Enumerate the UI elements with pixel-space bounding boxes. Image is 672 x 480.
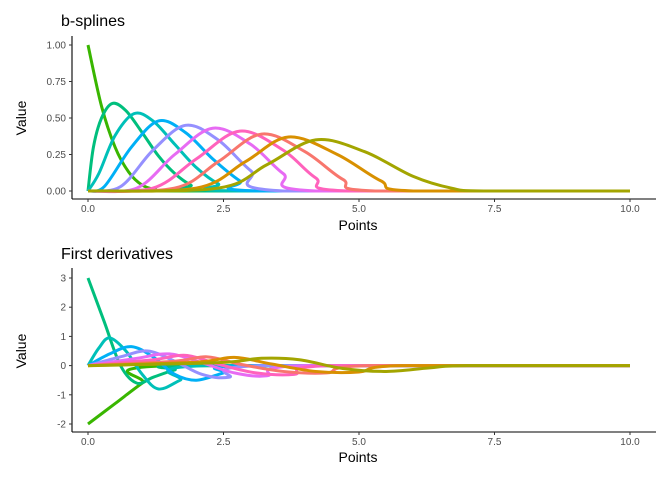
derivatives-panel: First derivatives Value Points 0.0 2.5 5.0… [13, 246, 656, 465]
y-tick-label: 0.25 [47, 150, 67, 161]
x-tick-label: 0.0 [81, 204, 95, 215]
y-tick-label: 0.00 [47, 187, 67, 198]
x-axis-title: Points [339, 217, 378, 233]
series-group [86, 277, 630, 426]
series-line-10 [87, 356, 630, 373]
axes: 0.0 2.5 5.0 7.5 10.0 0.00 0.25 0.50 0.75 1.00 [47, 36, 656, 215]
axes: 0.0 2.5 5.0 7.5 10.0 -2 -1 0 1 2 3 [57, 268, 656, 448]
x-tick-label: 0.0 [81, 437, 95, 448]
y-tick-label: 1 [60, 332, 66, 343]
x-tick-label: 10.0 [620, 204, 640, 215]
y-tick-label: 1.00 [47, 41, 67, 52]
series-line-8 [87, 132, 630, 193]
bsplines-panel: b-splines Value Points 0.0 2.5 5.0 7.5 10.00… [13, 13, 656, 233]
x-tick-label: 7.5 [488, 437, 502, 448]
x-tick-label: 2.5 [217, 437, 231, 448]
y-tick-label: 0.75 [47, 77, 67, 88]
x-tick-label: 5.0 [352, 437, 366, 448]
chart-title: First derivatives [61, 246, 173, 263]
chart-title: b-splines [61, 13, 125, 30]
x-tick-label: 7.5 [488, 204, 502, 215]
series-line-9 [87, 135, 630, 193]
series-line-2 [86, 101, 630, 193]
series-group [86, 44, 630, 194]
series-line-10 [87, 138, 630, 193]
y-axis-title: Value [13, 100, 29, 135]
y-tick-label: 2 [60, 303, 66, 314]
x-axis-title: Points [339, 449, 378, 465]
x-tick-label: 2.5 [217, 204, 231, 215]
y-tick-label: 3 [60, 274, 66, 285]
series-line-2 [86, 277, 630, 386]
y-tick-label: 0.50 [47, 114, 67, 125]
y-tick-label: -2 [57, 420, 66, 431]
y-axis-title: Value [13, 333, 29, 368]
y-tick-label: -1 [57, 390, 66, 401]
x-tick-label: 5.0 [352, 204, 366, 215]
y-tick-label: 0 [60, 361, 66, 372]
x-tick-label: 10.0 [620, 437, 640, 448]
